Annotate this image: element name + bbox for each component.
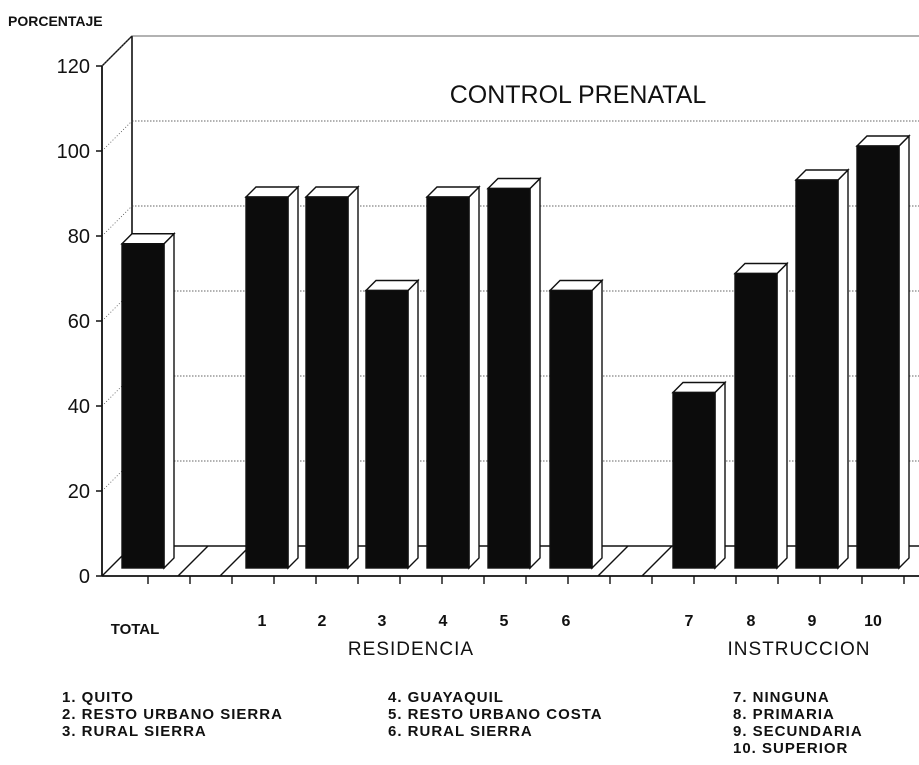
bar-front (795, 179, 839, 569)
bar-side (287, 185, 299, 570)
legend-instruccion: 7. NINGUNA 8. PRIMARIA 9. SECUNDARIA 10.… (733, 689, 863, 757)
bar-side (407, 278, 419, 570)
bar (425, 185, 481, 570)
y-tick-label: 40 (68, 396, 90, 418)
bar-side (776, 261, 788, 570)
legend-item: 4. GUAYAQUIL (388, 689, 504, 706)
floor-divider (177, 545, 209, 577)
bar (855, 134, 911, 570)
bar-side (591, 278, 603, 570)
legend-item: 1. QUITO (62, 689, 134, 706)
chart-title: CONTROL PRENATAL (450, 81, 707, 109)
bar (244, 185, 300, 570)
bar (120, 232, 176, 570)
x-tick-label: 8 (747, 613, 756, 630)
bar-top (855, 135, 911, 147)
legend-item: 3. RURAL SIERRA (62, 723, 207, 740)
bar-front (734, 272, 778, 569)
bar-front (121, 243, 165, 569)
x-axis-labels: TOTAL 1 2 3 4 5 6 7 8 9 10 (111, 613, 882, 638)
bar-top (364, 279, 420, 292)
bar-front (672, 391, 716, 569)
x-tick-label: 2 (318, 613, 327, 630)
x-tick-label: TOTAL (111, 621, 160, 638)
bar-top (548, 279, 604, 292)
bar (304, 185, 360, 570)
y-tick-label: 0 (79, 566, 90, 588)
group-label-residencia: RESIDENCIA (348, 639, 474, 660)
x-tick-label: 9 (808, 613, 817, 630)
x-tick-label: 1 (258, 613, 267, 630)
bar-top (425, 186, 481, 198)
bar (548, 278, 604, 570)
bar (671, 380, 727, 570)
bars (120, 134, 911, 570)
bar-front (245, 196, 289, 569)
y-tick-label: 20 (68, 481, 90, 503)
y-tick-label: 80 (68, 226, 90, 248)
bar-side (714, 380, 726, 570)
bar-front (549, 289, 593, 569)
legend-item: 7. NINGUNA (733, 689, 830, 706)
bar (733, 261, 789, 570)
bar-front (487, 187, 531, 569)
legend-item: 2. RESTO URBANO SIERRA (62, 706, 283, 723)
x-tick-label: 10 (864, 613, 882, 630)
legend-item: 9. SECUNDARIA (733, 723, 863, 740)
x-tick-label: 7 (685, 613, 694, 630)
bar-side (163, 232, 175, 570)
bar-top (120, 233, 176, 245)
y-tick-label: 60 (68, 311, 90, 333)
floor-divider (597, 545, 629, 577)
legend-residencia-a: 1. QUITO 2. RESTO URBANO SIERRA 3. RURAL… (62, 689, 283, 740)
bar-top (794, 169, 850, 181)
y-tick-label: 100 (57, 141, 90, 163)
bar-side (898, 134, 910, 570)
gridline-side (101, 35, 133, 67)
gridline-side (101, 375, 133, 407)
gridline-side (101, 290, 133, 322)
bar-front (305, 196, 349, 569)
group-label-instruccion: INSTRUCCION (728, 639, 871, 660)
legend-item: 10. SUPERIOR (733, 740, 849, 757)
legend-residencia-b: 4. GUAYAQUIL 5. RESTO URBANO COSTA 6. RU… (388, 689, 603, 740)
gridline-side (101, 460, 133, 492)
x-tick-label: 6 (562, 613, 571, 630)
bar (794, 168, 850, 570)
x-tick-label: 5 (500, 613, 509, 630)
bar-side (347, 185, 359, 570)
bar-side (529, 176, 541, 570)
legend-item: 5. RESTO URBANO COSTA (388, 706, 603, 723)
bar-front (856, 145, 900, 569)
floor-divider (641, 545, 673, 577)
bar-side (837, 168, 849, 570)
x-tick-label: 4 (439, 613, 448, 630)
gridline-side (101, 120, 133, 152)
bar-front (365, 289, 409, 569)
bar-top (304, 186, 360, 198)
gridline-side (101, 205, 133, 237)
bar-top (671, 381, 727, 394)
y-axis-title: PORCENTAJE (8, 13, 103, 29)
bar-side (468, 185, 480, 570)
y-axis: 0 20 40 60 80 100 120 (57, 56, 103, 588)
floor-divider (219, 545, 251, 577)
legend-item: 6. RURAL SIERRA (388, 723, 533, 740)
bar-top (733, 262, 789, 275)
x-tick-label: 3 (378, 613, 387, 630)
y-tick-label: 120 (57, 56, 90, 78)
bar-top (486, 177, 542, 190)
bar (364, 278, 420, 570)
bar (486, 176, 542, 570)
bar-top (244, 186, 300, 198)
legend-item: 8. PRIMARIA (733, 706, 835, 723)
bar-front (426, 196, 470, 569)
